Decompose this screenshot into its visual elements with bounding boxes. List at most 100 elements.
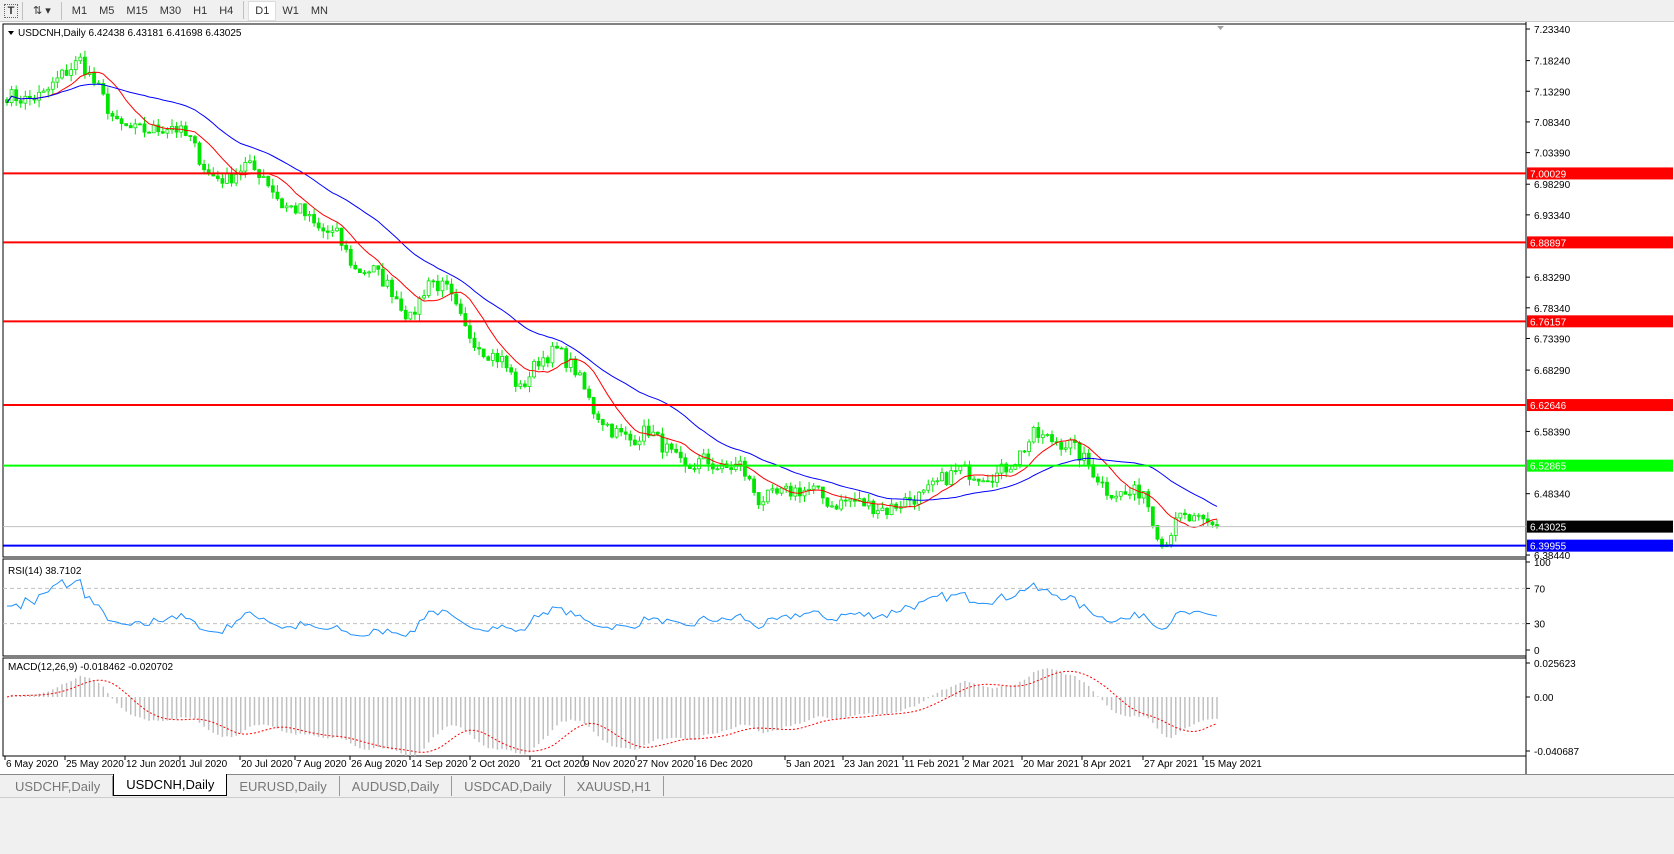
candle-body	[917, 491, 921, 505]
candle-body	[930, 480, 935, 486]
level-price-tag	[1527, 236, 1673, 249]
candle-body	[1210, 521, 1215, 525]
candle-body	[527, 376, 532, 387]
candle-body	[55, 77, 60, 83]
candle-body	[564, 348, 569, 368]
collapse-triangle-icon	[8, 31, 14, 35]
candle-body	[28, 95, 32, 99]
candle-body	[293, 205, 298, 214]
candle-body	[504, 355, 509, 369]
price-tick-label: 6.38440	[1534, 551, 1571, 562]
timeframe-h1[interactable]: H1	[193, 4, 208, 17]
level-price-tag	[1527, 399, 1673, 412]
rsi-tick-label: 30	[1534, 620, 1546, 631]
candle-body	[376, 265, 381, 270]
candle-body	[133, 123, 138, 129]
candle-body	[422, 295, 426, 299]
candle-body	[348, 248, 353, 266]
candle-body	[715, 468, 720, 471]
candle-body	[353, 264, 358, 270]
candle-body	[1040, 434, 1045, 438]
level-price-tag	[1527, 167, 1673, 180]
price-tick-label: 6.73390	[1534, 334, 1571, 345]
candle-body	[619, 428, 624, 433]
candle-body	[468, 325, 472, 339]
candle-body	[926, 484, 931, 491]
timeframe-m15[interactable]: M15	[126, 4, 148, 17]
candle-body	[990, 480, 995, 483]
candle-body	[138, 123, 142, 126]
macd-pane	[2, 657, 1527, 757]
candle-body	[449, 283, 454, 295]
candle-body	[628, 433, 633, 441]
candle-body	[839, 499, 844, 510]
candle-body	[1192, 515, 1196, 522]
macd-tick-label: -0.040687	[1534, 747, 1579, 758]
chart-tab[interactable]: EURUSD,Daily	[227, 776, 340, 796]
candle-body	[165, 129, 170, 134]
candle-body	[1036, 427, 1041, 438]
candle-body	[756, 492, 761, 506]
candle-body	[820, 486, 825, 499]
candle-body	[128, 125, 133, 129]
chart-tab[interactable]: XAUUSD,H1	[565, 776, 664, 796]
level-price-tag	[1527, 459, 1673, 472]
timeframe-m30[interactable]: M30	[159, 4, 182, 17]
candle-body	[536, 361, 541, 367]
chart-tab[interactable]: USDCAD,Daily	[452, 776, 565, 796]
level-price-label: 6.39955	[1530, 542, 1567, 553]
candle-body	[188, 135, 193, 138]
candle-body	[1123, 491, 1128, 495]
candle-body	[1178, 512, 1183, 519]
price-tick-label: 6.48340	[1534, 490, 1571, 501]
candle-body	[1109, 494, 1114, 499]
candle-body	[633, 439, 637, 446]
candle-body	[37, 91, 41, 101]
candle-body	[559, 347, 564, 350]
candle-body	[830, 505, 834, 508]
timeframe-m1[interactable]: M1	[71, 4, 88, 17]
candle-body	[674, 448, 679, 453]
toolbar-separator	[60, 1, 62, 20]
date-label: 23 Jan 2021	[844, 759, 899, 770]
chart-tab[interactable]: USDCNH,Daily	[113, 774, 228, 796]
candle-body	[573, 358, 578, 376]
candle-body	[1031, 427, 1036, 443]
macd-tick-label: 0.025623	[1534, 659, 1576, 670]
candles	[5, 50, 1219, 550]
date-label: 21 Oct 2020	[531, 759, 586, 770]
candle-body	[490, 352, 495, 361]
timeframe-m5[interactable]: M5	[99, 4, 115, 17]
ma-fast-line	[6, 71, 1218, 528]
candle-body	[358, 268, 362, 273]
text-tool-icon[interactable]: T	[4, 3, 18, 18]
candle-body	[46, 88, 51, 92]
objects-tool-icon[interactable]: ⇅ ▾	[33, 5, 51, 17]
candle-body	[967, 464, 972, 480]
candle-body	[646, 425, 651, 437]
candle-body	[413, 311, 417, 315]
candle-body	[1068, 439, 1073, 449]
candle-body	[92, 71, 96, 84]
candle-body	[816, 485, 821, 488]
timeframe-mn[interactable]: MN	[310, 4, 328, 17]
date-label: 20 Jul 2020	[241, 759, 293, 770]
candle-body	[921, 489, 926, 493]
timeframe-h4[interactable]: H4	[219, 4, 234, 17]
chart-tab[interactable]: USDCHF,Daily	[3, 776, 114, 796]
candle-body	[655, 431, 660, 435]
candle-body	[335, 227, 339, 232]
timeframe-w1[interactable]: W1	[282, 4, 299, 17]
candle-body	[1077, 442, 1082, 461]
chart-tab[interactable]: AUDUSD,Daily	[340, 776, 453, 796]
candle-body	[362, 272, 367, 274]
chart-window[interactable]: 7.23340 7.18240 7.13290 7.08340 7.03390 6.982…	[0, 22, 1674, 774]
candle-body	[697, 458, 701, 470]
timeframe-d1[interactable]: D1	[248, 0, 277, 21]
candle-body	[610, 423, 614, 438]
date-label: 2 Oct 2020	[471, 759, 520, 770]
candle-body	[1146, 491, 1151, 508]
candle-body	[1183, 512, 1187, 516]
candle-body	[1118, 491, 1123, 497]
chart-shift-marker-icon	[1217, 26, 1224, 30]
